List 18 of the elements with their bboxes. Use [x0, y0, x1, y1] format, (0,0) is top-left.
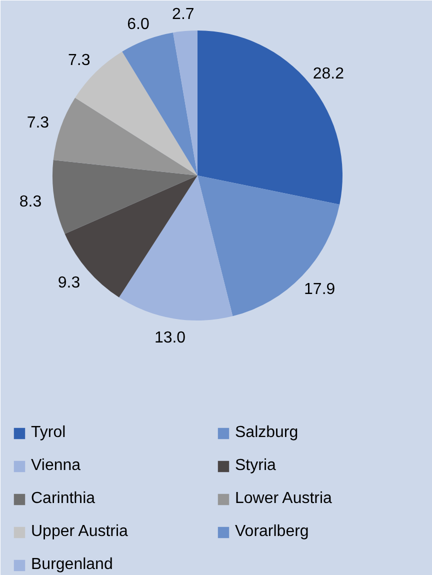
data-label: 9.3 — [58, 274, 80, 292]
data-label: 2.7 — [172, 6, 194, 24]
legend-label: Styria — [235, 456, 277, 476]
data-label: 17.9 — [304, 281, 336, 298]
data-label: 28.2 — [312, 65, 344, 82]
legend-label: Carinthia — [31, 489, 96, 509]
legend-label: Vorarlberg — [235, 522, 310, 542]
legend-label: Upper Austria — [31, 522, 129, 542]
legend-label: Vienna — [31, 456, 82, 476]
data-label: 7.3 — [68, 52, 90, 70]
data-label: 13.0 — [154, 329, 186, 346]
legend-label: Lower Austria — [235, 489, 333, 509]
data-label: 7.3 — [26, 114, 50, 132]
legend-label: Burgenland — [31, 555, 114, 575]
legend-label: Salzburg — [235, 423, 300, 443]
data-label: 6.0 — [127, 16, 150, 33]
legend-label: Tyrol — [31, 423, 67, 443]
data-label: 8.3 — [19, 193, 42, 210]
